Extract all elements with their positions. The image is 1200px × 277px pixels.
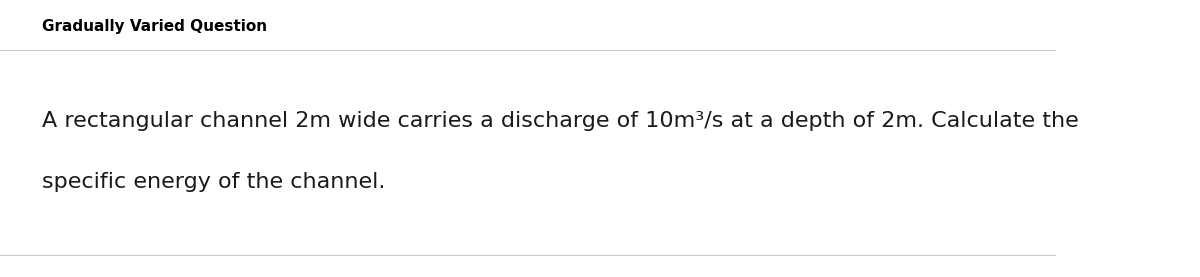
- Text: Gradually Varied Question: Gradually Varied Question: [42, 19, 268, 34]
- Text: specific energy of the channel.: specific energy of the channel.: [42, 172, 385, 192]
- Text: A rectangular channel 2m wide carries a discharge of 10m³/s at a depth of 2m. Ca: A rectangular channel 2m wide carries a …: [42, 111, 1079, 131]
